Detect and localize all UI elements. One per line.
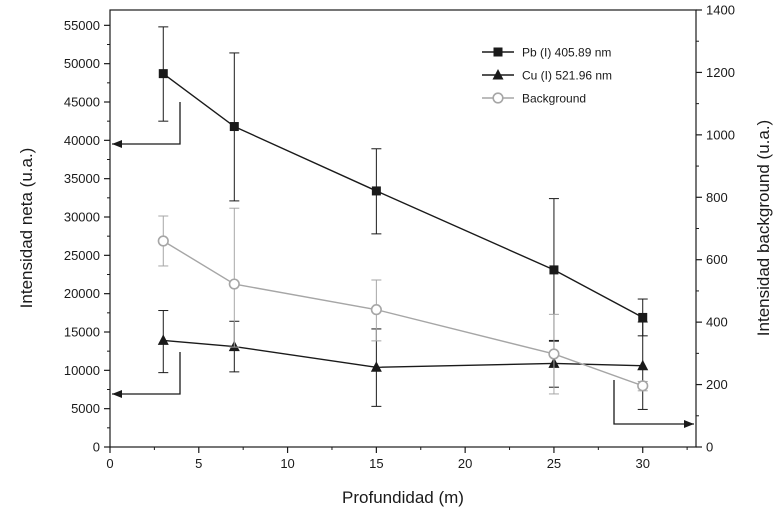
x-tick-label: 30 bbox=[635, 456, 649, 471]
y-axis-left-title: Intensidad neta (u.a.) bbox=[17, 148, 36, 309]
marker-triangle bbox=[370, 361, 382, 372]
y-left-tick-label: 15000 bbox=[64, 325, 100, 340]
y-right-tick-label: 1400 bbox=[706, 3, 735, 18]
marker-circle bbox=[228, 278, 240, 290]
legend-entry: Cu (I) 521.96 nm bbox=[522, 69, 612, 83]
y-left-tick-label: 55000 bbox=[64, 18, 100, 33]
marker-circle bbox=[548, 348, 560, 360]
background-axis-arrow bbox=[613, 380, 694, 425]
series-3 bbox=[157, 207, 649, 395]
marker-square bbox=[638, 312, 648, 322]
y-right-tick-label: 1200 bbox=[706, 65, 735, 80]
series-2 bbox=[157, 310, 649, 410]
cu-axis-arrow-head bbox=[112, 390, 122, 398]
x-tick-label: 25 bbox=[547, 456, 561, 471]
marker-square bbox=[493, 47, 503, 57]
y-left-tick-label: 20000 bbox=[64, 286, 100, 301]
pb-axis-arrow bbox=[112, 102, 181, 145]
marker-circle bbox=[637, 380, 649, 392]
x-tick-label: 0 bbox=[106, 456, 113, 471]
marker-circle bbox=[157, 235, 169, 247]
x-axis-title: Profundidad (m) bbox=[342, 488, 464, 507]
background-axis-arrow-head bbox=[684, 420, 694, 428]
y-right-tick-label: 400 bbox=[706, 315, 728, 330]
y-left-tick-label: 10000 bbox=[64, 363, 100, 378]
y-right-tick-label: 600 bbox=[706, 252, 728, 267]
legend: Pb (I) 405.89 nm Cu (I) 521.96 nm Backgrou… bbox=[482, 46, 612, 106]
marker-circle bbox=[492, 92, 504, 104]
y-left-tick-label: 25000 bbox=[64, 248, 100, 263]
axis-indicator-arrows bbox=[112, 102, 694, 428]
marker-triangle bbox=[492, 69, 504, 80]
marker-square bbox=[371, 186, 381, 196]
y-right-tick-label: 1000 bbox=[706, 127, 735, 142]
y-left-tick-label: 50000 bbox=[64, 56, 100, 71]
y-left-tick-label: 35000 bbox=[64, 171, 100, 186]
y-left-tick-label: 0 bbox=[93, 440, 100, 455]
cu-axis-arrow bbox=[112, 352, 181, 395]
y-left-tick-label: 45000 bbox=[64, 95, 100, 110]
marker-triangle bbox=[157, 334, 169, 345]
pb-axis-arrow-head bbox=[112, 140, 122, 148]
marker-triangle bbox=[637, 359, 649, 371]
marker-square bbox=[549, 265, 559, 275]
y-axis-right-title: Intensidad background (u.a.) bbox=[754, 120, 773, 336]
y-axis-right: 0 200 400 600 800 1000 1200 1400 bbox=[696, 3, 735, 455]
legend-entry: Background bbox=[522, 92, 586, 106]
marker-square bbox=[158, 69, 168, 79]
y-right-tick-label: 0 bbox=[706, 440, 713, 455]
x-tick-label: 10 bbox=[280, 456, 294, 471]
y-right-tick-label: 200 bbox=[706, 377, 728, 392]
y-axis-left: 0 5000 10000 15000 20000 25000 30000 35000 40000… bbox=[64, 18, 110, 455]
marker-square bbox=[229, 122, 239, 132]
marker-circle bbox=[370, 304, 382, 316]
y-left-tick-label: 5000 bbox=[71, 401, 100, 416]
y-left-tick-label: 40000 bbox=[64, 133, 100, 148]
legend-entry: Pb (I) 405.89 nm bbox=[522, 46, 611, 60]
x-axis: 0 5 10 15 20 25 30 bbox=[106, 447, 688, 471]
x-tick-label: 15 bbox=[369, 456, 383, 471]
x-tick-label: 5 bbox=[195, 456, 202, 471]
x-tick-label: 20 bbox=[458, 456, 472, 471]
series-layer bbox=[157, 26, 649, 410]
y-left-tick-label: 30000 bbox=[64, 210, 100, 225]
y-right-tick-label: 800 bbox=[706, 190, 728, 205]
